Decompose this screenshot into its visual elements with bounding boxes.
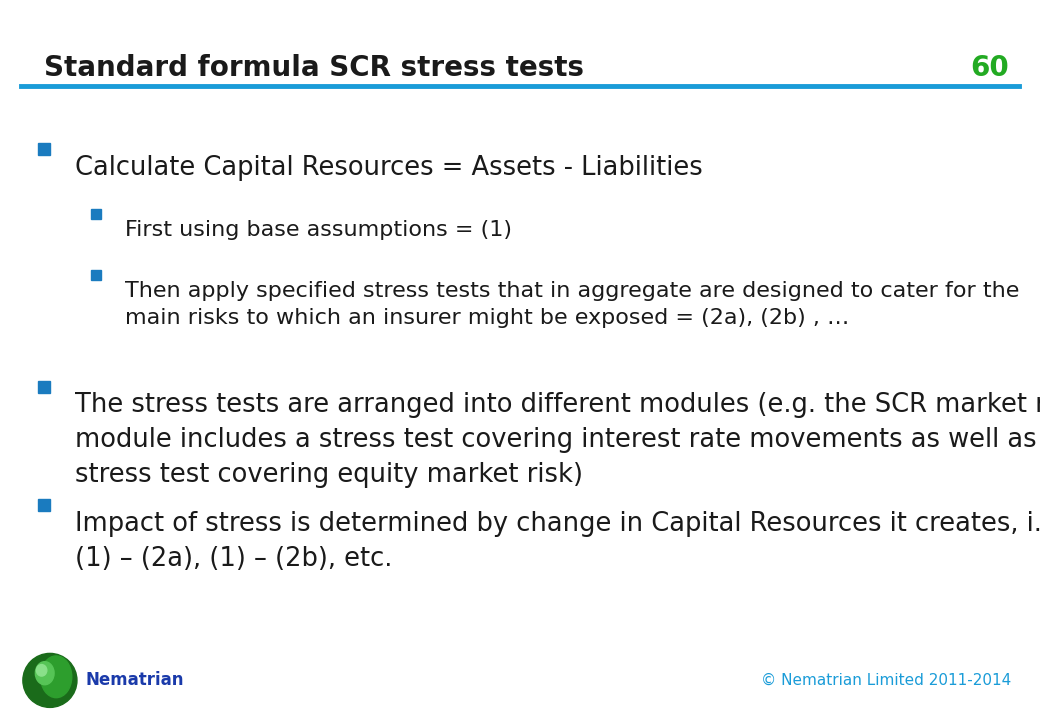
Text: Standard formula SCR stress tests: Standard formula SCR stress tests [44, 54, 583, 82]
Text: First using base assumptions = (1): First using base assumptions = (1) [125, 220, 512, 240]
Ellipse shape [35, 662, 54, 685]
Text: 60: 60 [970, 54, 1009, 82]
Text: Impact of stress is determined by change in Capital Resources it creates, i.e.
(: Impact of stress is determined by change… [75, 511, 1040, 572]
Ellipse shape [41, 656, 72, 698]
Text: Then apply specified stress tests that in aggregate are designed to cater for th: Then apply specified stress tests that i… [125, 281, 1019, 328]
Ellipse shape [23, 654, 77, 707]
Text: Nematrian: Nematrian [85, 671, 184, 690]
Text: The stress tests are arranged into different modules (e.g. the SCR market risk
m: The stress tests are arranged into diffe… [75, 392, 1040, 488]
Ellipse shape [36, 665, 47, 676]
Text: © Nematrian Limited 2011-2014: © Nematrian Limited 2011-2014 [760, 673, 1011, 688]
Text: Calculate Capital Resources = Assets - Liabilities: Calculate Capital Resources = Assets - L… [75, 155, 703, 181]
